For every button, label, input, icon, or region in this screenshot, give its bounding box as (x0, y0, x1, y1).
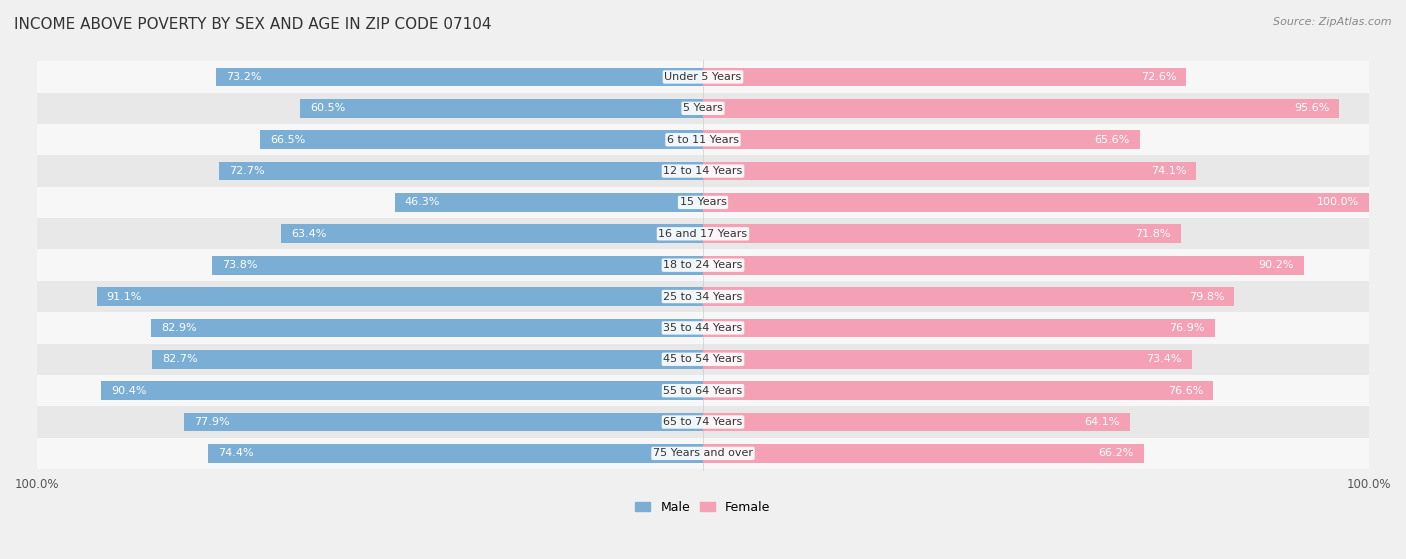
Text: 72.7%: 72.7% (229, 166, 264, 176)
Text: 82.9%: 82.9% (162, 323, 197, 333)
Bar (703, 350, 1192, 369)
Bar (703, 381, 1213, 400)
Text: 76.9%: 76.9% (1170, 323, 1205, 333)
Text: 100.0%: 100.0% (1316, 197, 1358, 207)
Bar (260, 130, 703, 149)
Bar (37, 312, 1369, 344)
Text: 45 to 54 Years: 45 to 54 Years (664, 354, 742, 364)
Text: 5 Years: 5 Years (683, 103, 723, 113)
Text: 77.9%: 77.9% (194, 417, 231, 427)
Text: 12 to 14 Years: 12 to 14 Years (664, 166, 742, 176)
Text: 66.2%: 66.2% (1098, 448, 1133, 458)
Text: 6 to 11 Years: 6 to 11 Years (666, 135, 740, 145)
Bar (37, 406, 1369, 438)
Bar (101, 381, 703, 400)
Bar (703, 224, 1181, 243)
Bar (37, 187, 1369, 218)
Text: 74.4%: 74.4% (218, 448, 253, 458)
Text: 35 to 44 Years: 35 to 44 Years (664, 323, 742, 333)
Bar (215, 68, 703, 87)
Text: 79.8%: 79.8% (1188, 292, 1225, 301)
Text: 60.5%: 60.5% (311, 103, 346, 113)
Bar (37, 218, 1369, 249)
Text: 63.4%: 63.4% (291, 229, 326, 239)
Bar (301, 99, 703, 118)
Text: 82.7%: 82.7% (163, 354, 198, 364)
Bar (37, 155, 1369, 187)
Bar (152, 350, 703, 369)
Text: 18 to 24 Years: 18 to 24 Years (664, 260, 742, 270)
Text: 90.2%: 90.2% (1258, 260, 1294, 270)
Bar (703, 162, 1197, 181)
Text: 65 to 74 Years: 65 to 74 Years (664, 417, 742, 427)
Bar (703, 193, 1369, 212)
Bar (37, 344, 1369, 375)
Text: 73.4%: 73.4% (1146, 354, 1181, 364)
Text: 64.1%: 64.1% (1084, 417, 1119, 427)
Bar (703, 68, 1187, 87)
Bar (281, 224, 703, 243)
Text: 73.2%: 73.2% (225, 72, 262, 82)
Text: 75 Years and over: 75 Years and over (652, 448, 754, 458)
Text: 15 Years: 15 Years (679, 197, 727, 207)
Text: 73.8%: 73.8% (222, 260, 257, 270)
Bar (703, 256, 1303, 274)
Text: Under 5 Years: Under 5 Years (665, 72, 741, 82)
Bar (703, 319, 1215, 337)
Bar (395, 193, 703, 212)
Text: 74.1%: 74.1% (1152, 166, 1187, 176)
Bar (150, 319, 703, 337)
Text: 90.4%: 90.4% (111, 386, 146, 396)
Text: 91.1%: 91.1% (107, 292, 142, 301)
Bar (37, 61, 1369, 93)
Bar (184, 413, 703, 432)
Bar (97, 287, 703, 306)
Bar (37, 93, 1369, 124)
Text: 71.8%: 71.8% (1136, 229, 1171, 239)
Text: INCOME ABOVE POVERTY BY SEX AND AGE IN ZIP CODE 07104: INCOME ABOVE POVERTY BY SEX AND AGE IN Z… (14, 17, 492, 32)
Bar (703, 99, 1340, 118)
Bar (703, 130, 1140, 149)
Bar (212, 256, 703, 274)
Bar (703, 287, 1234, 306)
Text: 46.3%: 46.3% (405, 197, 440, 207)
Bar (37, 375, 1369, 406)
Text: 65.6%: 65.6% (1094, 135, 1130, 145)
Bar (208, 444, 703, 463)
Legend: Male, Female: Male, Female (636, 501, 770, 514)
Bar (37, 281, 1369, 312)
Bar (37, 124, 1369, 155)
Bar (37, 438, 1369, 469)
Bar (37, 249, 1369, 281)
Bar (219, 162, 703, 181)
Text: 25 to 34 Years: 25 to 34 Years (664, 292, 742, 301)
Text: Source: ZipAtlas.com: Source: ZipAtlas.com (1274, 17, 1392, 27)
Bar (703, 444, 1143, 463)
Text: 95.6%: 95.6% (1294, 103, 1330, 113)
Text: 72.6%: 72.6% (1140, 72, 1177, 82)
Text: 55 to 64 Years: 55 to 64 Years (664, 386, 742, 396)
Text: 66.5%: 66.5% (270, 135, 305, 145)
Text: 16 and 17 Years: 16 and 17 Years (658, 229, 748, 239)
Bar (703, 413, 1130, 432)
Text: 76.6%: 76.6% (1167, 386, 1204, 396)
